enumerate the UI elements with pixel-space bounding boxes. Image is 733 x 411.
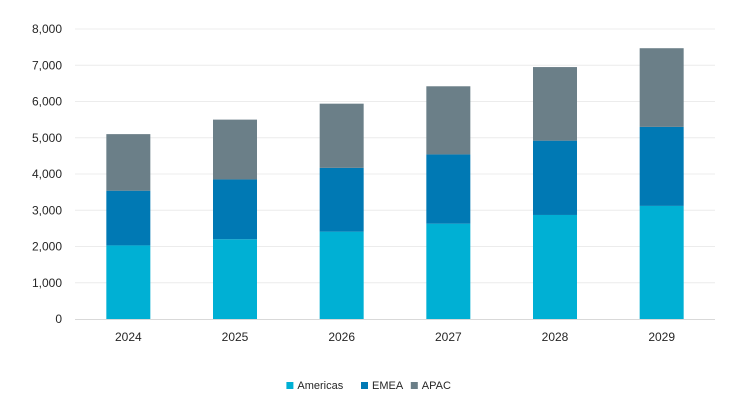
bar-emea-2026 <box>319 167 364 232</box>
bar-americas-2025 <box>213 239 257 319</box>
y-tick-label: 7,000 <box>32 58 62 72</box>
legend-label: EMEA <box>372 380 404 392</box>
bars <box>106 48 684 319</box>
legend-label: APAC <box>422 380 451 392</box>
x-tick-label: 2028 <box>542 330 569 344</box>
bar-apac-2026 <box>319 103 364 168</box>
legend-swatch <box>410 382 418 389</box>
bar-apac-2028 <box>533 67 577 141</box>
y-axis-tick-labels: 0 1,000 2,000 3,000 4,000 5,000 6,000 7,000 8,00… <box>32 22 62 326</box>
y-tick-label: 2,000 <box>32 240 62 254</box>
legend-swatch <box>361 382 368 389</box>
y-tick-label: 6,000 <box>32 95 62 109</box>
bar-emea-2028 <box>533 140 577 215</box>
legend: Americas EMEA APAC <box>286 380 451 392</box>
y-tick-label: 5,000 <box>32 131 62 145</box>
bar-americas-2029 <box>639 205 684 319</box>
legend-item-americas: Americas <box>286 380 344 392</box>
bar-emea-2029 <box>639 126 684 206</box>
y-tick-label: 0 <box>55 312 62 326</box>
gridlines <box>75 28 715 284</box>
bar-emea-2024 <box>106 190 151 246</box>
bar-apac-2025 <box>213 119 257 180</box>
bar-emea-2025 <box>213 179 257 240</box>
bar-americas-2028 <box>533 214 577 319</box>
bar-apac-2027 <box>426 86 471 155</box>
bar-apac-2024 <box>106 134 151 191</box>
bar-apac-2029 <box>639 48 684 127</box>
bar-americas-2027 <box>426 223 471 319</box>
y-tick-label: 3,000 <box>32 203 62 217</box>
bar-emea-2027 <box>426 154 471 224</box>
legend-label: Americas <box>297 380 343 392</box>
legend-swatch <box>286 382 294 389</box>
x-tick-label: 2025 <box>222 330 249 344</box>
y-tick-label: 4,000 <box>32 167 62 181</box>
y-tick-label: 1,000 <box>32 276 62 290</box>
legend-item-apac: APAC <box>410 380 451 392</box>
bar-americas-2024 <box>106 245 151 319</box>
x-tick-label: 2026 <box>328 330 355 344</box>
x-axis-tick-labels: 2024 2025 2026 2027 2028 2029 <box>115 330 675 344</box>
y-tick-label: 8,000 <box>32 22 62 36</box>
x-tick-label: 2029 <box>648 330 675 344</box>
bar-americas-2026 <box>319 231 364 319</box>
x-tick-label: 2027 <box>435 330 462 344</box>
legend-item-emea: EMEA <box>361 380 404 392</box>
x-tick-label: 2024 <box>115 330 142 344</box>
